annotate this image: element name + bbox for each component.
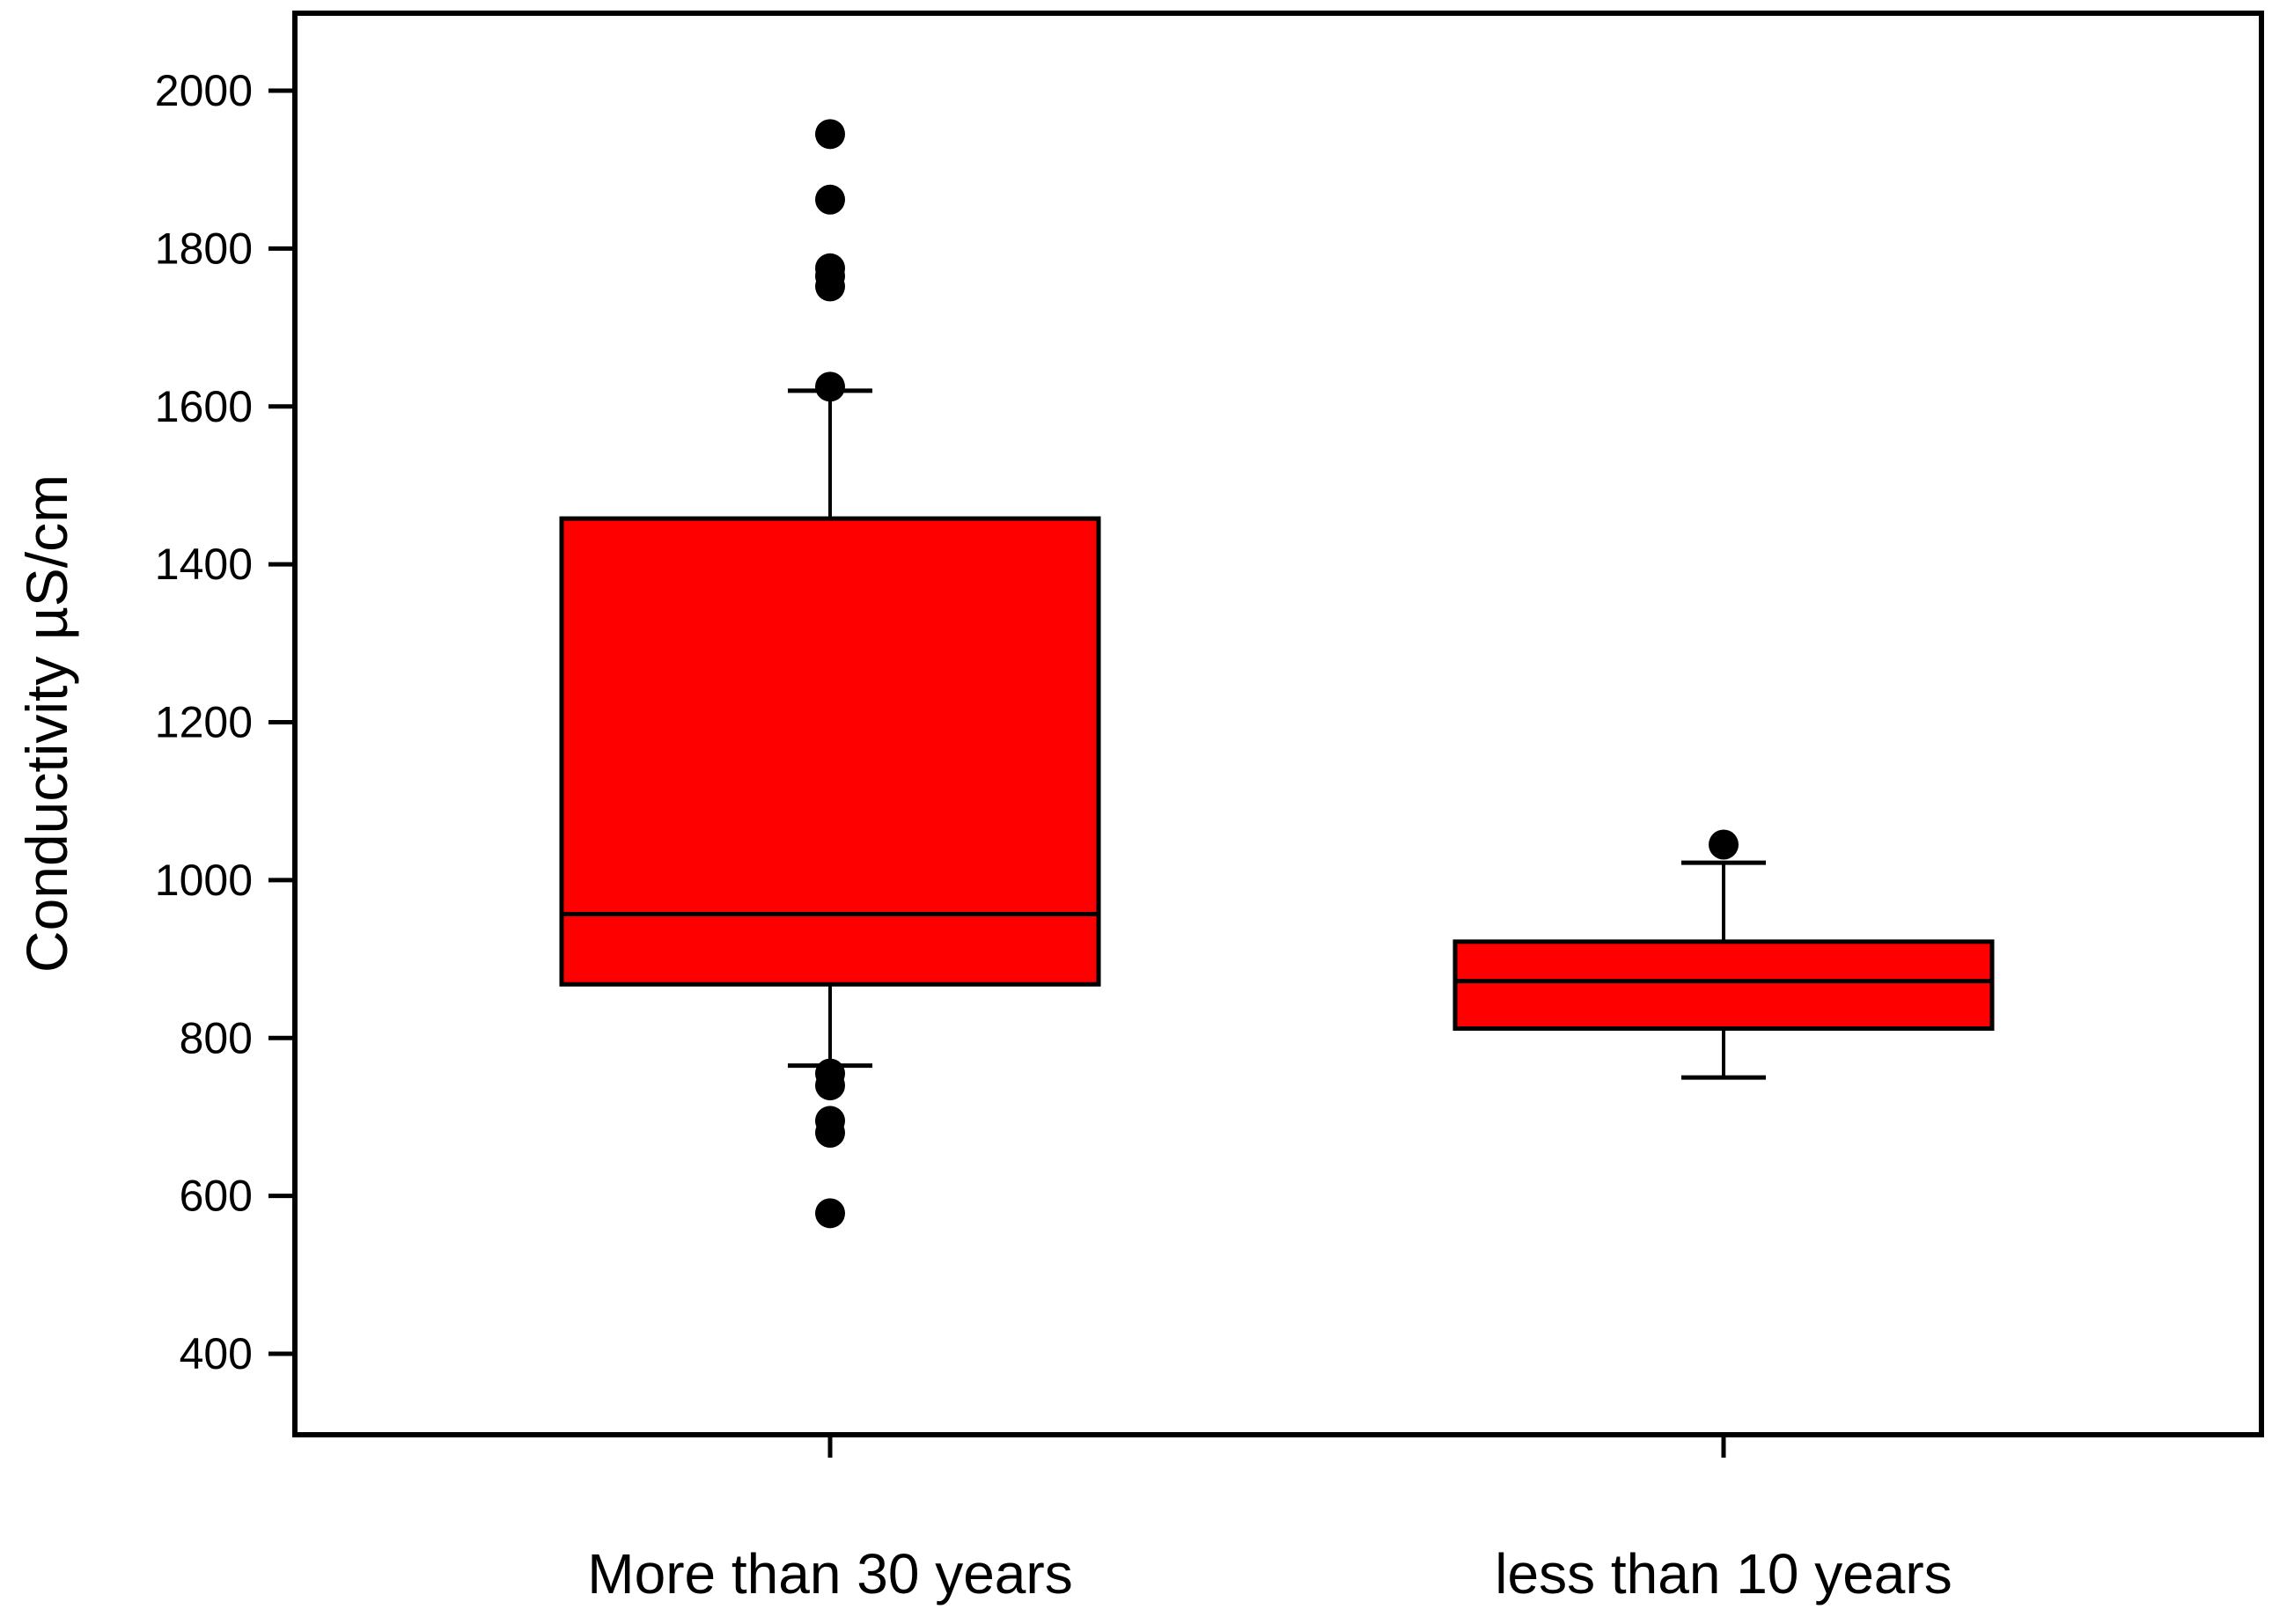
outlier-point [815, 184, 845, 215]
y-tick-label: 400 [180, 1329, 253, 1378]
box [1452, 939, 1995, 1031]
y-tick-label: 1600 [155, 382, 253, 431]
outlier-point [815, 371, 845, 402]
y-tick-label: 2000 [155, 66, 253, 115]
y-tick-label: 1000 [155, 856, 253, 905]
y-tick-label: 800 [180, 1013, 253, 1062]
boxes [559, 119, 1995, 1229]
outlier-point [815, 1070, 845, 1101]
x-tick-label: More than 30 years [587, 1542, 1072, 1606]
x-axis: More than 30 years less than 10 years [587, 1435, 1952, 1606]
y-tick-label: 600 [180, 1172, 253, 1221]
box-group [559, 119, 1101, 1229]
x-tick-label: less than 10 years [1495, 1542, 1952, 1606]
box-group [1452, 829, 1995, 1080]
y-axis-title: Conductivity µS/cm [14, 474, 79, 973]
outlier-point [815, 1117, 845, 1148]
y-tick-label: 1800 [155, 224, 253, 273]
y-tick-label: 1200 [155, 698, 253, 747]
y-axis: 400 600 800 1000 1200 1400 1600 1800 2000 [155, 66, 295, 1378]
outlier-point [815, 1198, 845, 1229]
outlier-point [1709, 829, 1739, 860]
outlier-point [815, 271, 845, 302]
outlier-point [815, 119, 845, 150]
box [559, 516, 1101, 987]
y-tick-label: 1400 [155, 540, 253, 589]
